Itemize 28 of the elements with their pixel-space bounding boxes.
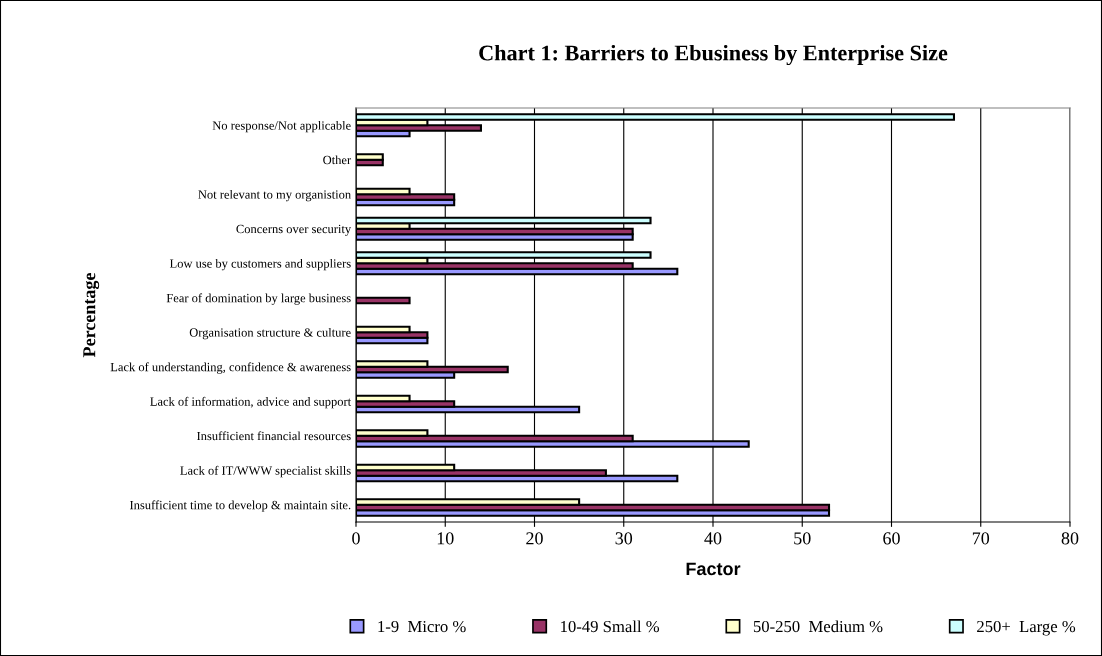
y-tick-label: Organisation structure & culture [189,327,351,340]
y-tick-label: Concerns over security [236,224,352,236]
y-tick-label: Other [323,155,352,165]
legend-label: 1-9 Micro % [378,620,466,633]
y-tick-label: Insufficient time to develop & maintain site. [129,500,351,512]
x-tick-label: 30 [615,532,633,545]
x-tick-label: 0 [352,532,360,545]
x-tick-label: 60 [883,532,900,545]
x-tick-label: 40 [704,532,722,545]
legend-label: 50-250 Medium % [753,620,883,633]
x-tick-label: 70 [972,532,990,545]
y-tick-label: Lack of understanding, confidence & awareness [110,362,351,374]
y-tick-label: Insufficient financial resources [197,431,351,441]
y-tick-label: Low use by customers and suppliers [169,258,351,271]
x-axis-title: Factor [686,562,741,576]
legend-label: 250+ Large % [977,620,1076,636]
y-tick-label: Lack of IT/WWW specialist skills [180,465,351,478]
x-tick-label: 20 [526,532,543,545]
y-tick-label: No response/Not applicable [212,120,351,133]
y-tick-label: Fear of domination by large business [166,293,351,305]
y-tick-label: Lack of information, advice and support [150,396,352,409]
chart-title: Chart 1: Barriers to Ebusiness by Enterprise Size [479,44,948,66]
y-tick-label: Not relevant to my organistion [198,189,351,202]
legend-label: 10-49 Small % [561,620,660,633]
y-axis-title: Percentage [83,273,100,358]
x-tick-label: 10 [437,532,454,545]
x-tick-label: 80 [1061,532,1079,545]
x-tick-label: 50 [794,532,811,545]
